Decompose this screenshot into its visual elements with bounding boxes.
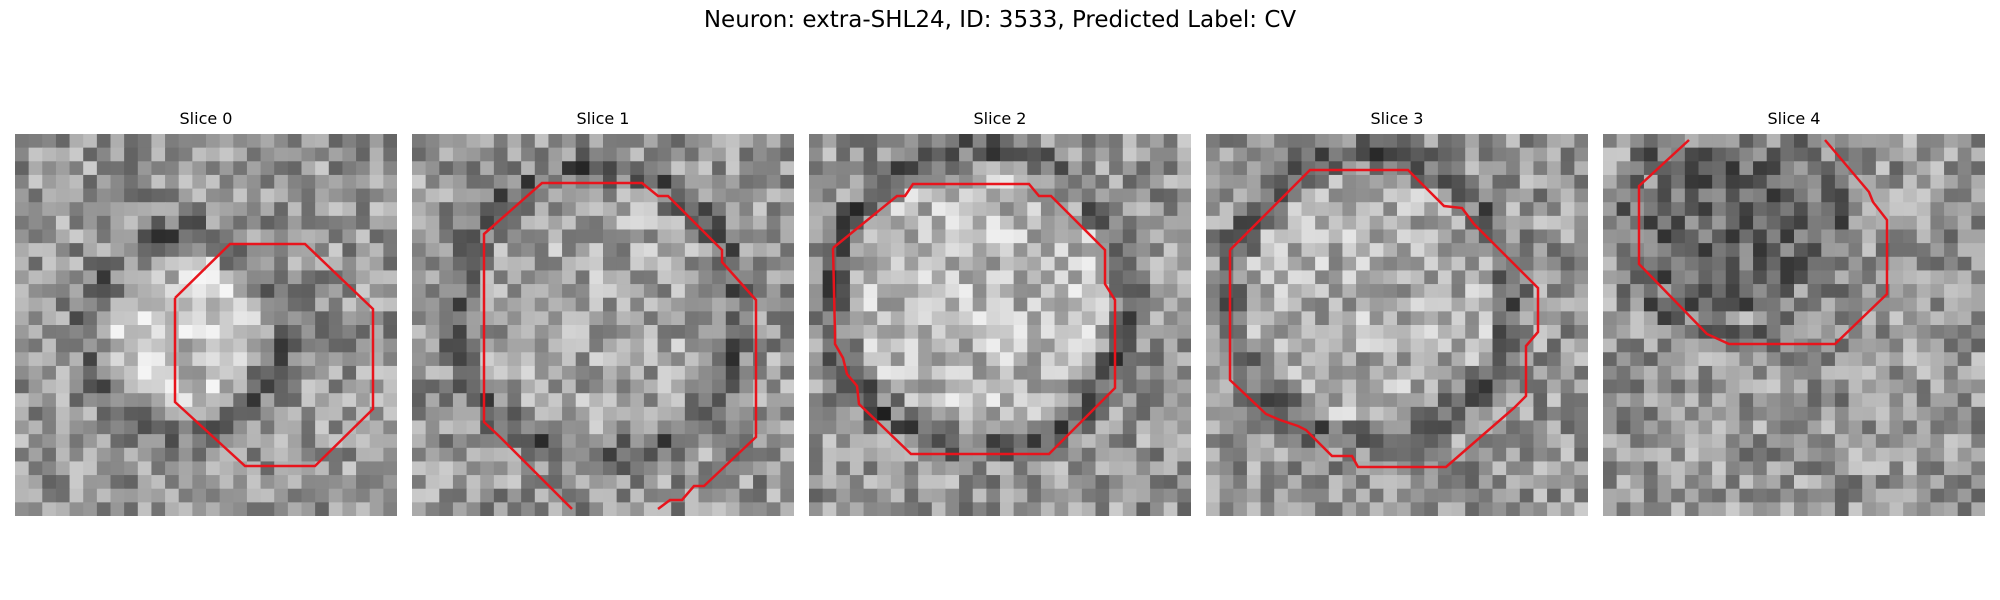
slice-3-image	[1206, 134, 1588, 516]
slice-0-contour	[173, 242, 375, 468]
slice-2-pixels	[809, 134, 1191, 516]
slice-2-panel	[809, 134, 1191, 516]
slice-0-title: Slice 0	[179, 109, 233, 128]
slice-3-title: Slice 3	[1370, 109, 1424, 128]
slice-4-title: Slice 4	[1767, 109, 1821, 128]
slice-4-panel	[1603, 134, 1985, 516]
slice-3-panel	[1206, 134, 1588, 516]
slice-4-pixels	[1603, 134, 1985, 516]
slice-0-panel	[15, 134, 397, 516]
slice-1-pixels	[412, 134, 794, 516]
slice-1-image	[412, 134, 794, 516]
slice-3-contour	[1228, 168, 1540, 469]
slice-2-title: Slice 2	[973, 109, 1027, 128]
slice-0-pixels	[15, 134, 397, 516]
slice-1-panel	[412, 134, 794, 516]
slice-1-title: Slice 1	[576, 109, 630, 128]
slice-3-pixels	[1206, 134, 1588, 516]
slice-1-contour	[482, 181, 758, 510]
slice-4-image	[1603, 134, 1985, 516]
slice-0-image	[15, 134, 397, 516]
slice-2-image	[809, 134, 1191, 516]
slice-4-contour	[1637, 139, 1889, 346]
slice-2-contour	[831, 182, 1117, 456]
figure-title: Neuron: extra-SHL24, ID: 3533, Predicted…	[703, 7, 1297, 33]
